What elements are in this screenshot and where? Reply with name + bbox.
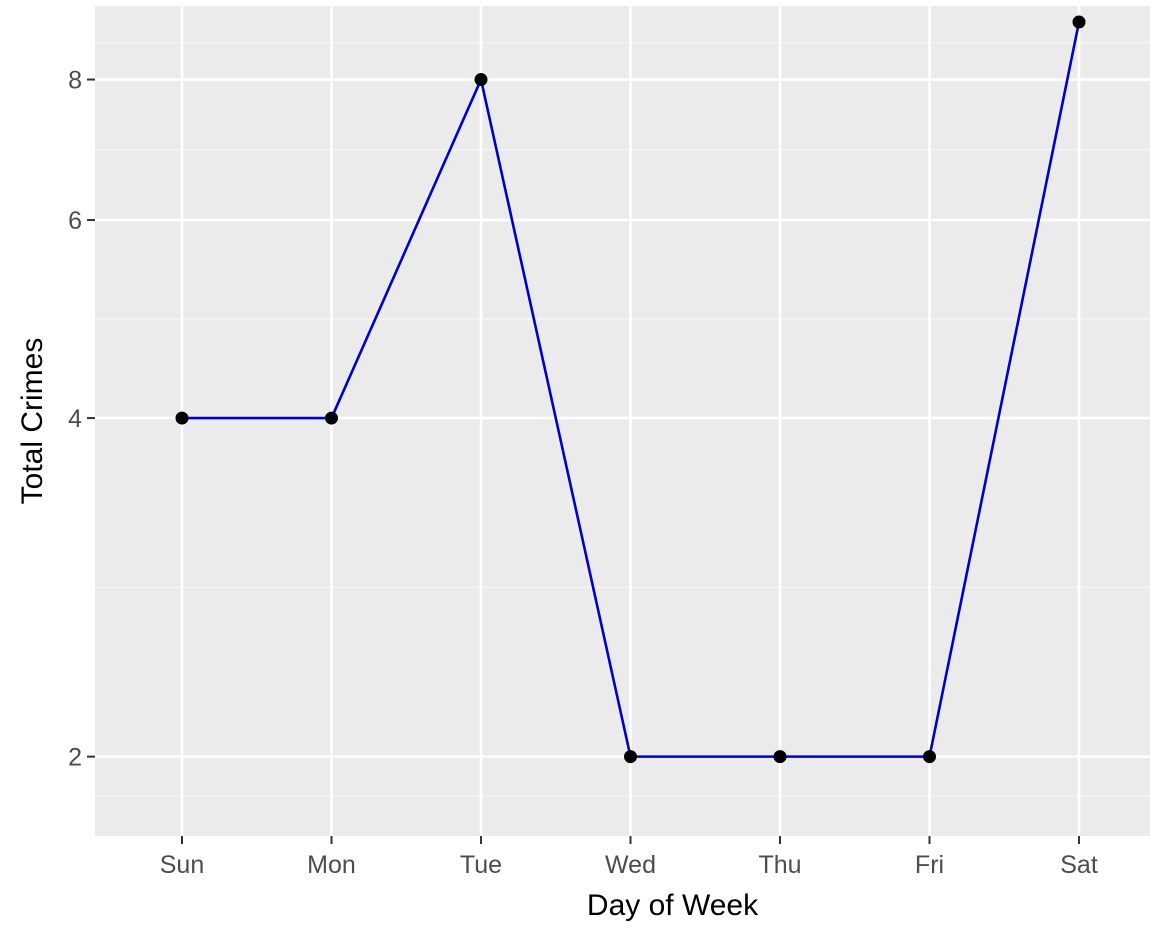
y-axis-title: Total Crimes (16, 338, 49, 505)
plot-panel (95, 6, 1150, 836)
major-gridlines (95, 6, 1150, 836)
x-tick-label: Tue (460, 851, 502, 879)
x-tick-label: Thu (758, 851, 801, 879)
x-tick-label: Sun (160, 851, 204, 879)
x-axis-title: Day of Week (587, 889, 759, 922)
minor-gridlines (95, 42, 1150, 797)
points-layer (175, 15, 1086, 764)
y-tick-label: 6 (68, 207, 82, 235)
tick-labels: 2 4 6 8 Sun Mon Tue Wed Thu Fri Sat (68, 67, 1098, 879)
y-tick-label: 2 (68, 744, 82, 772)
x-tick-label: Mon (307, 851, 356, 879)
x-tick-label: Fri (915, 851, 944, 879)
data-point (773, 750, 787, 764)
data-point (325, 411, 338, 425)
data-point (923, 750, 936, 764)
x-tick-label: Sat (1060, 851, 1098, 879)
axis-ticks (87, 78, 1080, 844)
x-tick-label: Wed (605, 851, 656, 879)
data-point (474, 73, 488, 87)
y-tick-label: 8 (68, 67, 82, 95)
data-point (175, 411, 189, 425)
data-point (624, 750, 637, 764)
y-tick-label: 4 (68, 405, 82, 433)
data-point (1072, 15, 1086, 29)
